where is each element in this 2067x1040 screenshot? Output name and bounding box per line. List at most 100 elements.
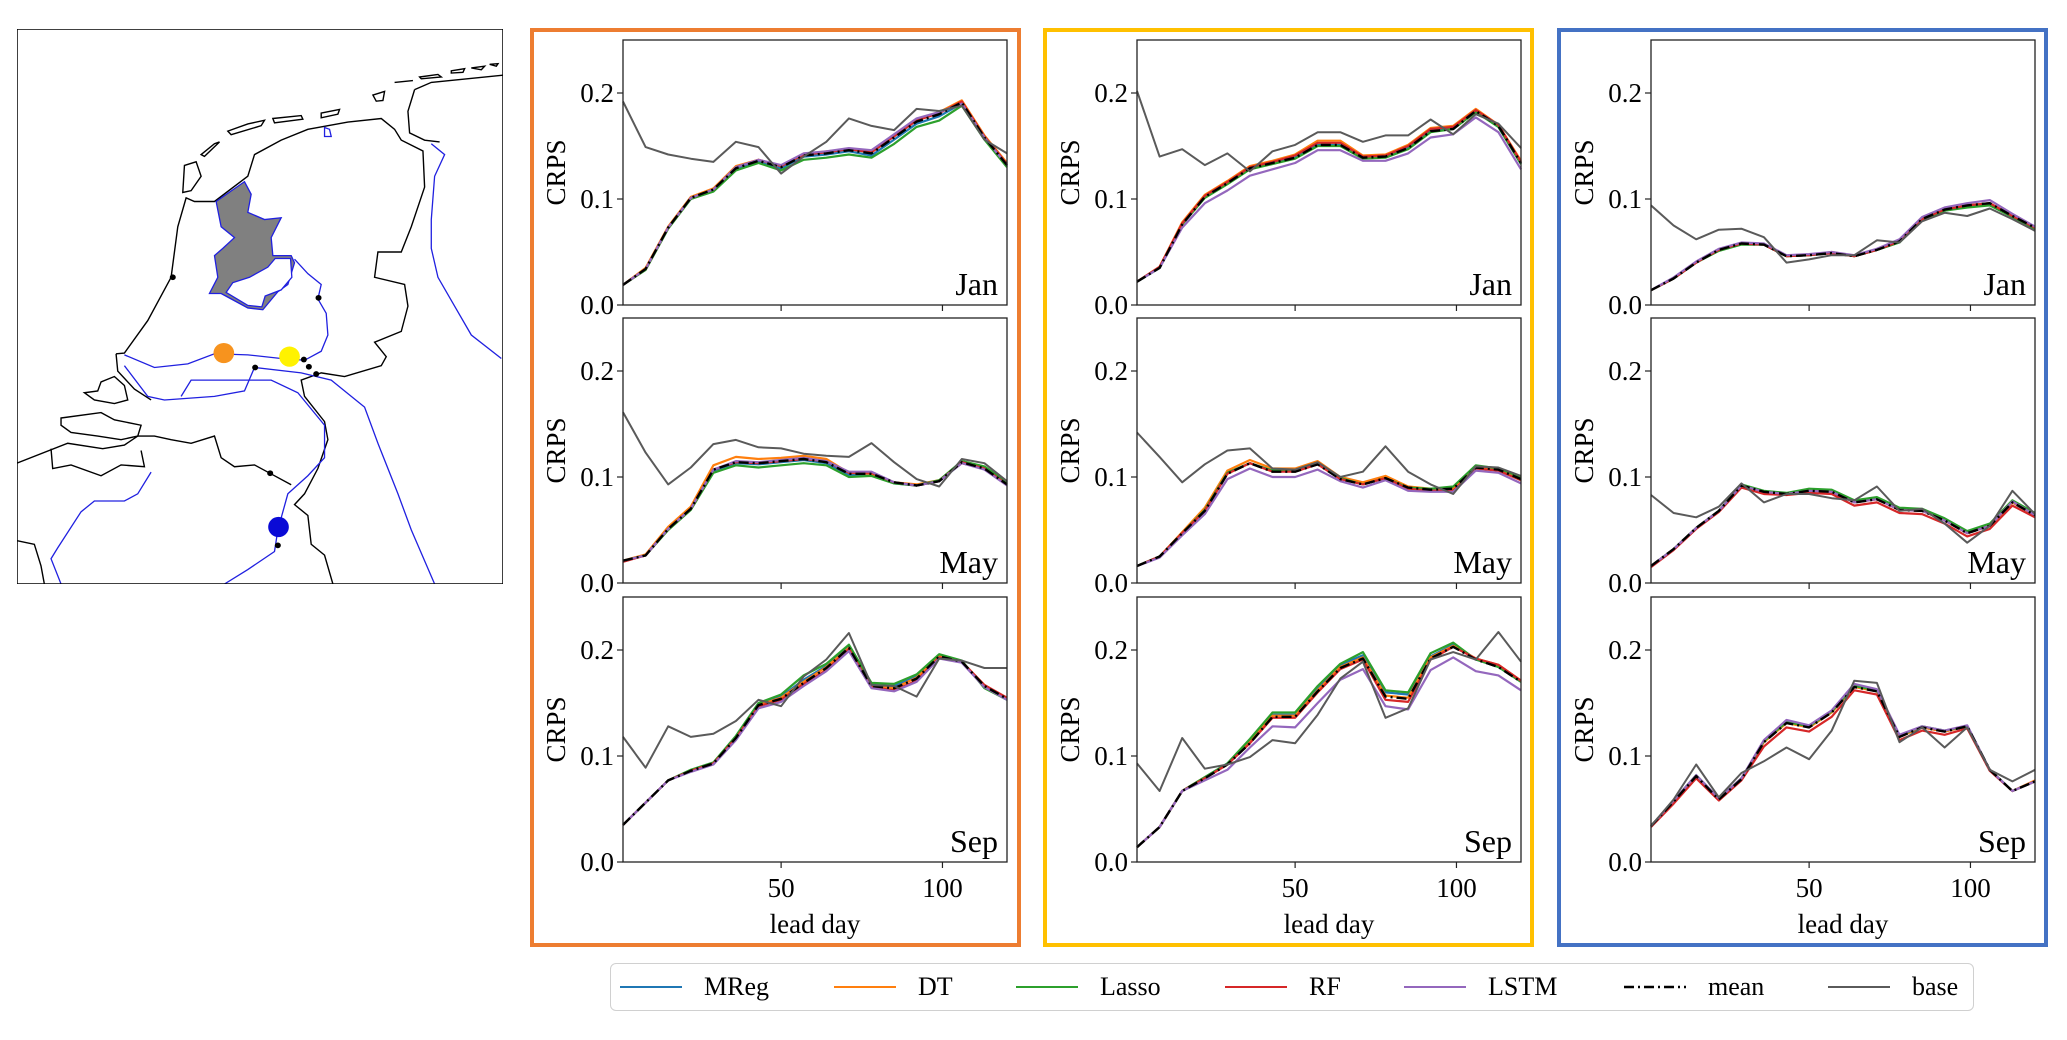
y-axis-label: CRPS [1569,139,1599,205]
legend-item-dt: DT [834,964,953,1010]
legend-item-rf: RF [1225,964,1341,1010]
axes-frame [1136,39,1522,306]
y-tick-label: 0.0 [1608,568,1642,598]
legend-item-mean: mean [1624,964,1764,1010]
y-axis-label: CRPS [541,139,571,205]
y-tick-label: 0.0 [1608,847,1642,877]
y-tick-label: 0.2 [1094,78,1128,108]
y-tick-label: 0.1 [1094,184,1128,214]
y-tick-label: 0.2 [580,356,614,386]
month-label: Jan [1469,266,1512,302]
y-tick-label: 0.0 [1094,290,1128,320]
panel-blue-jan: 0.0 0.1 0.2 CRPS Jan [1569,39,2036,320]
station-map [17,29,503,584]
y-axis-label: CRPS [541,417,571,483]
y-tick-label: 0.2 [1608,356,1642,386]
series-line-base [1136,431,1522,495]
month-label: Sep [950,823,998,859]
month-label: Jan [955,266,998,302]
y-tick-label: 0.1 [1608,741,1642,771]
series-line-base [1650,204,2036,264]
legend-item-base: base [1828,964,1958,1010]
y-tick-label: 0.1 [1608,462,1642,492]
station-frame-yellow [1043,28,1534,947]
series-line-base [622,411,1008,488]
y-tick-label: 0.1 [1094,462,1128,492]
y-tick-label: 0.0 [580,847,614,877]
axes-frame [1650,39,2036,306]
plot-area [623,40,1007,305]
y-tick-label: 0.2 [580,78,614,108]
series-line-mean [622,457,1008,562]
series-line-base [622,101,1008,175]
series-line-base [1650,679,2036,827]
station-frame-orange [530,28,1021,947]
x-tick-label: 100 [922,873,963,903]
series-line-base [1650,482,2036,544]
y-axis-label: CRPS [1055,139,1085,205]
panel-yellow-may: 0.0 0.1 0.2 CRPS May [1055,317,1522,598]
legend-swatch [620,986,682,988]
y-axis-label: CRPS [1569,696,1599,762]
plot-area [1651,597,2035,862]
legend-item-lasso: Lasso [1016,964,1161,1010]
legend-swatch [1624,985,1686,989]
panel-orange-may: 0.0 0.1 0.2 CRPS May [541,317,1008,598]
x-tick-label: 50 [1282,873,1309,903]
legend-label: DT [918,972,953,1001]
y-tick-label: 0.0 [580,290,614,320]
legend-swatch [1404,986,1466,988]
x-axis-label: lead day [1798,909,1889,939]
plot-area [1137,318,1521,583]
station-marker-orange [213,342,235,364]
axes-frame [622,317,1008,584]
y-tick-label: 0.1 [580,462,614,492]
axes-frame [622,39,1008,306]
legend-label: base [1912,972,1959,1001]
month-label: May [1453,544,1512,580]
legend-item-lstm: LSTM [1404,964,1557,1010]
axes-frame [622,596,1008,863]
series-line-mean [1650,484,2036,567]
y-tick-label: 0.0 [1094,847,1128,877]
axes-frame [1136,317,1522,584]
panel-blue-may: 0.0 0.1 0.2 CRPS May [1569,317,2036,598]
x-tick-label: 50 [768,873,795,903]
legend-swatch [1016,986,1078,988]
panel-yellow-jan: 0.0 0.1 0.2 CRPS Jan [1055,39,1523,320]
y-tick-label: 0.1 [1608,184,1642,214]
legend: MReg DT Lasso RF LSTM mean base [610,963,1974,1011]
flevoland-polder [226,259,292,307]
y-axis-label: CRPS [1569,417,1599,483]
y-axis-label: CRPS [541,696,571,762]
x-tick-label: 100 [1950,873,1991,903]
rivers [51,128,501,584]
x-tick-label: 50 [1796,873,1823,903]
series-line-lstm [1136,656,1522,849]
station-marker-yellow [279,346,300,367]
y-tick-label: 0.1 [580,741,614,771]
month-label: Sep [1464,823,1512,859]
y-axis-label: CRPS [1055,417,1085,483]
station-marker-blue [268,516,289,538]
plot-area [1137,40,1521,305]
legend-label: Lasso [1100,972,1161,1001]
series-line-mean [1136,462,1522,568]
y-tick-label: 0.0 [580,568,614,598]
y-tick-label: 0.1 [580,184,614,214]
series-line-base [1136,631,1522,792]
panel-orange-sep: 0.0 0.1 0.2 50 100 lead day CRPS Sep [541,596,1008,939]
series-line-base [1136,90,1522,173]
series-line-mean [1650,685,2036,827]
y-tick-label: 0.1 [1094,741,1128,771]
legend-label: RF [1309,972,1341,1001]
legend-swatch [834,986,896,988]
series-line-base [622,632,1007,769]
panel-yellow-sep: 0.0 0.1 0.2 50 100 lead day CRPS Sep [1055,596,1522,939]
plot-area [623,597,1007,862]
station-frame-blue [1557,28,2048,947]
legend-label: mean [1708,972,1765,1001]
plot-area [1137,597,1521,862]
series-line-mean [622,646,1008,826]
panel-blue-sep: 0.0 0.1 0.2 50 100 lead day CRPS Sep [1569,596,2036,939]
